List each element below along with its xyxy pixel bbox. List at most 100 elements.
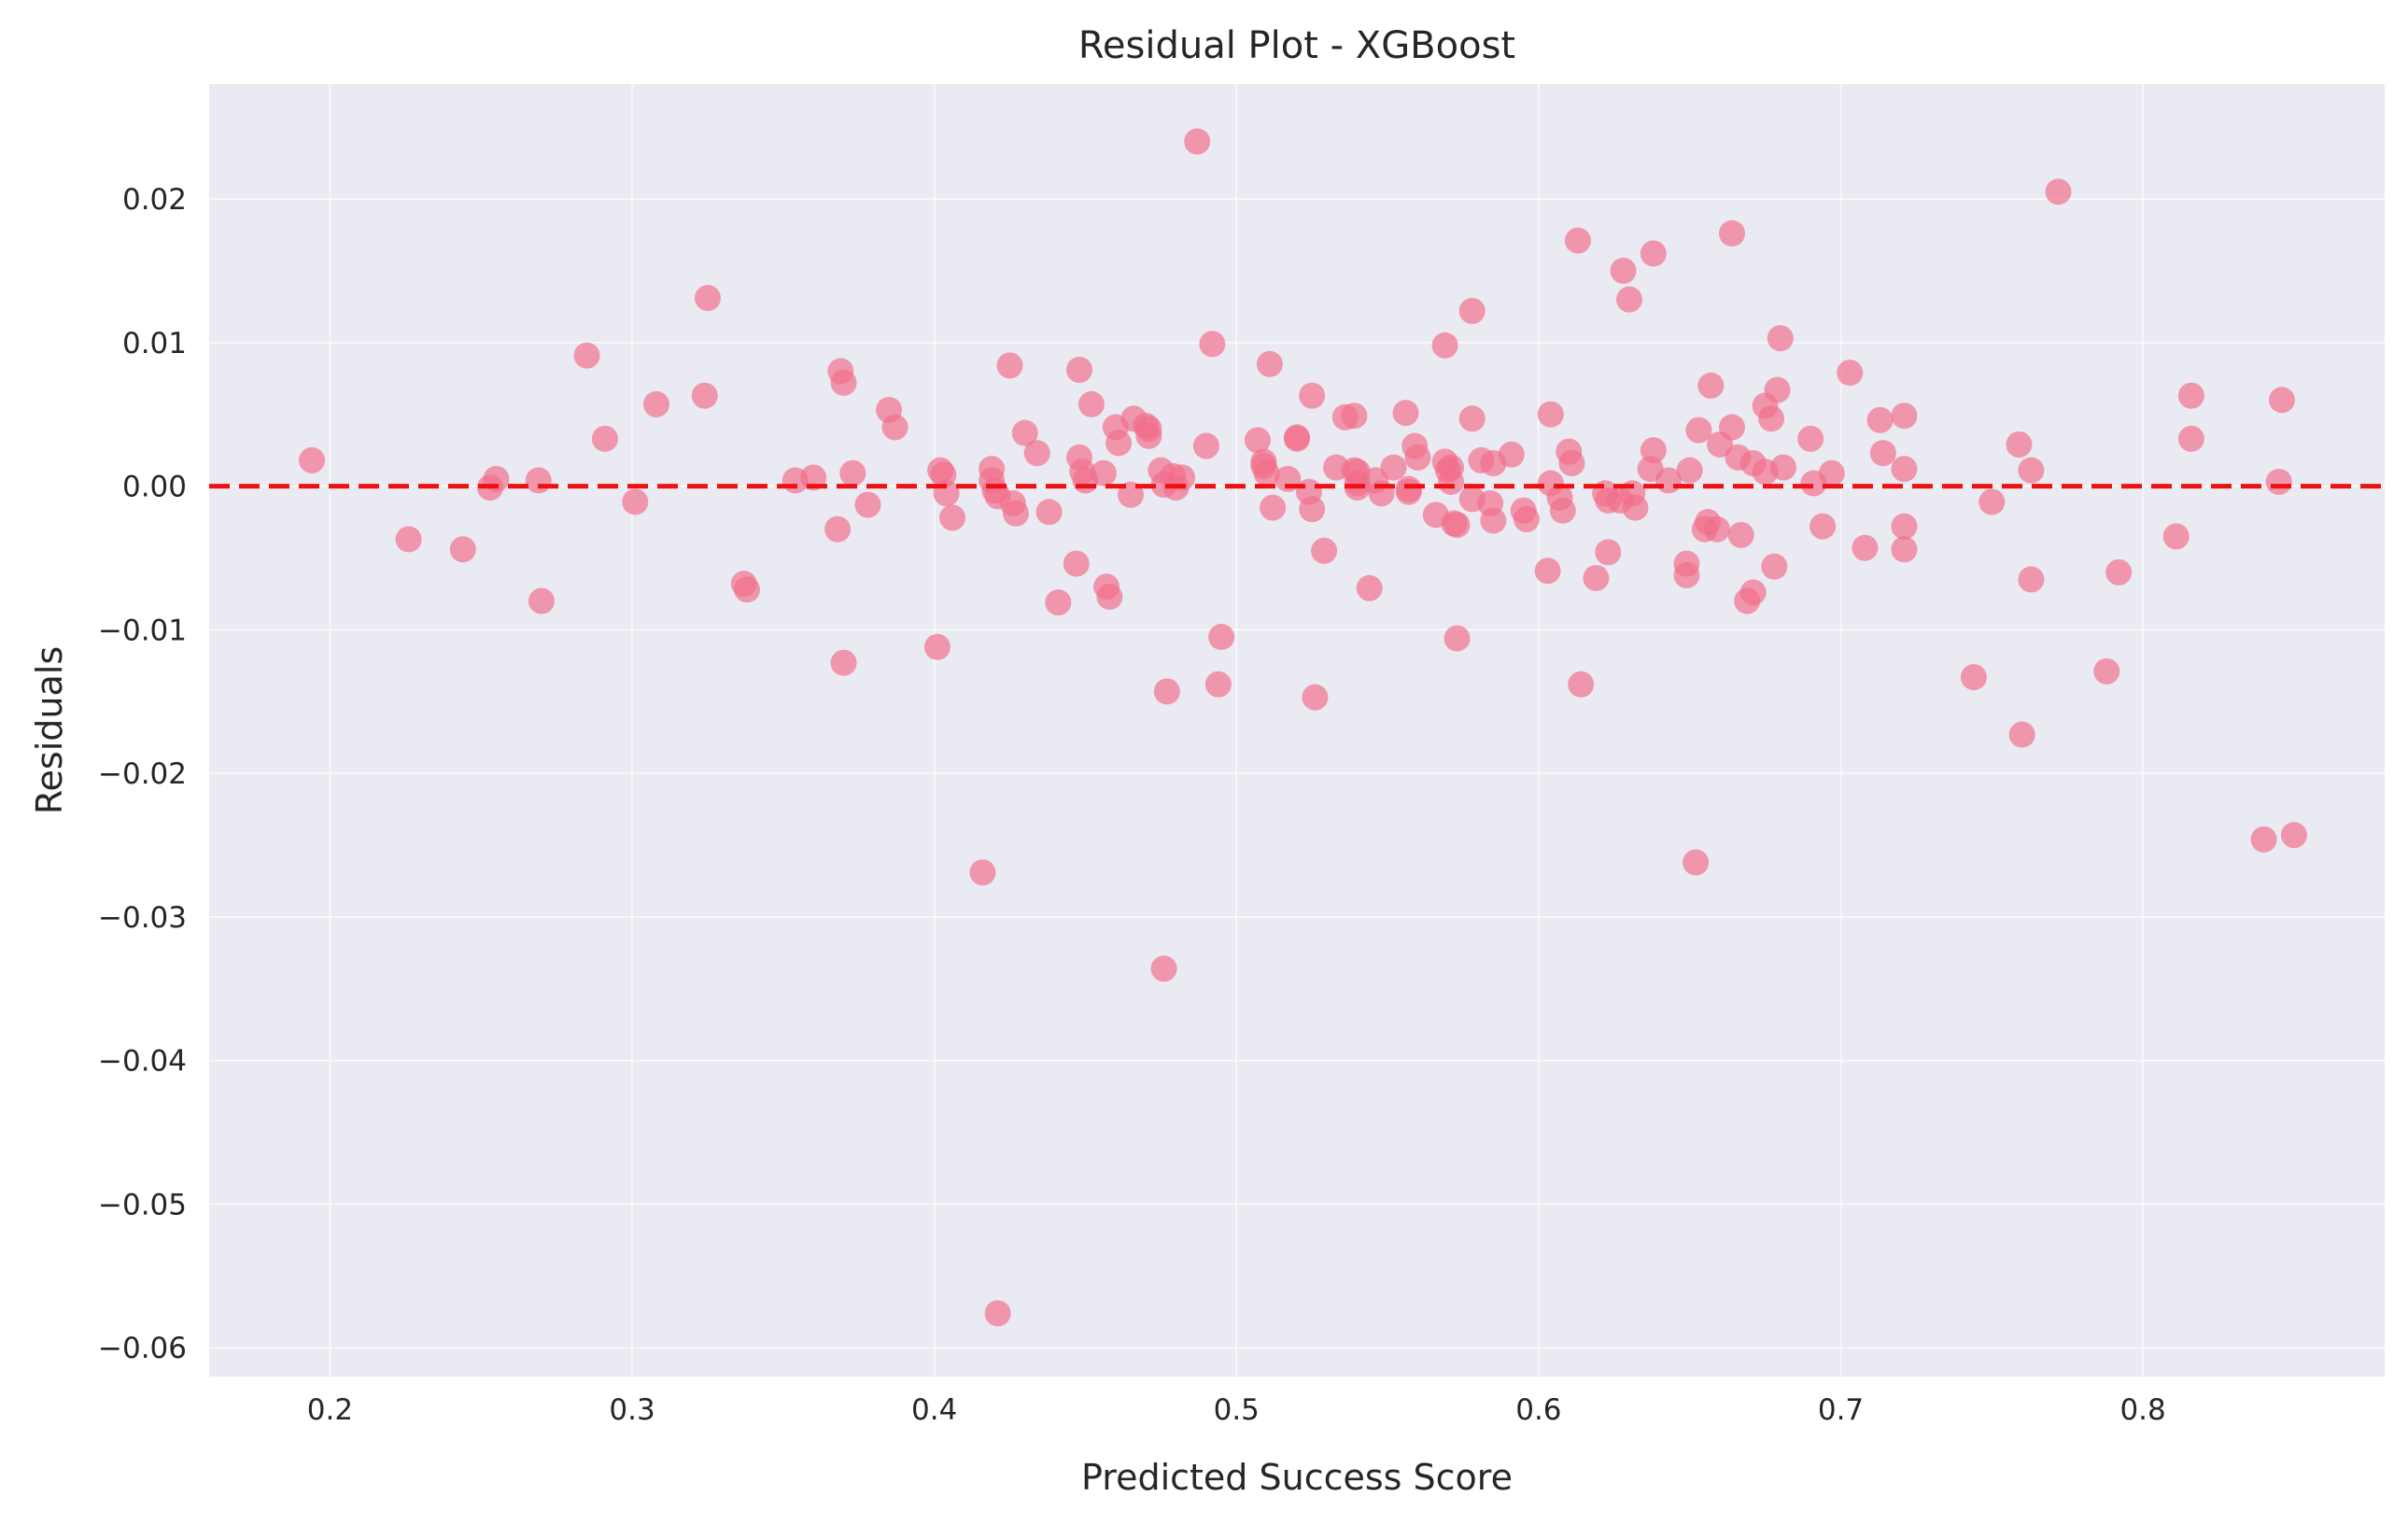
data-point: [1703, 515, 1730, 543]
x-tick-label: 0.3: [609, 1393, 655, 1427]
x-tick-label: 0.6: [1515, 1393, 1561, 1427]
data-point: [854, 491, 881, 518]
data-point: [1891, 402, 1918, 430]
data-point: [1192, 432, 1219, 459]
x-tick-label: 0.8: [2119, 1393, 2165, 1427]
data-point: [1063, 550, 1090, 577]
data-point: [1818, 459, 1845, 487]
y-tick-label: 0.02: [122, 183, 187, 217]
data-point: [2265, 468, 2292, 495]
plot-area: [209, 84, 2385, 1377]
data-point: [1356, 574, 1383, 601]
data-point: [1244, 427, 1271, 454]
data-point: [2105, 558, 2133, 586]
data-point: [839, 459, 866, 487]
data-point: [996, 352, 1023, 379]
data-point: [1719, 219, 1745, 247]
x-tick-label: 0.7: [1818, 1393, 1864, 1427]
data-point: [1035, 499, 1063, 526]
data-point: [1866, 406, 1894, 433]
data-point: [1837, 360, 1864, 387]
data-point: [1640, 437, 1667, 464]
data-point: [1534, 558, 1561, 585]
data-point: [691, 382, 718, 409]
y-axis-ticks: 0.02 0.01 0.00 −0.01 −0.02 −0.03 −0.04 −0.05 −0.…: [98, 183, 187, 1365]
data-point: [1480, 507, 1507, 534]
data-point: [2006, 431, 2033, 458]
data-point: [1979, 488, 2006, 515]
data-point: [1045, 589, 1072, 616]
data-point: [939, 504, 966, 531]
x-tick-label: 0.4: [911, 1393, 957, 1427]
data-point: [1610, 257, 1637, 284]
data-point: [1761, 553, 1788, 580]
data-point: [2008, 721, 2035, 748]
data-point: [642, 390, 669, 417]
data-point: [2280, 822, 2307, 849]
y-tick-label: 0.00: [122, 471, 187, 504]
data-point: [1431, 332, 1458, 359]
data-point: [1852, 534, 1879, 561]
data-point: [1135, 422, 1162, 449]
data-point: [1458, 405, 1486, 432]
data-point: [830, 649, 857, 676]
data-point: [1204, 671, 1232, 698]
data-point: [1184, 128, 1211, 155]
data-point: [1150, 955, 1177, 982]
data-point: [1260, 494, 1287, 521]
data-point: [1891, 536, 1918, 563]
data-point: [449, 536, 476, 563]
y-tick-label: −0.01: [98, 614, 187, 647]
data-point: [1105, 430, 1133, 457]
data-point: [1810, 513, 1837, 540]
data-point: [1003, 500, 1030, 527]
data-point: [525, 467, 552, 494]
data-point: [1392, 400, 1419, 427]
data-point: [1960, 664, 1987, 691]
data-point: [299, 446, 326, 473]
data-point: [1719, 414, 1745, 441]
data-point: [1395, 478, 1422, 505]
y-tick-label: −0.02: [98, 757, 187, 791]
data-point: [1513, 505, 1540, 532]
data-point: [1685, 417, 1712, 444]
data-point: [1640, 240, 1667, 267]
data-point: [1622, 494, 1649, 521]
data-point: [1066, 357, 1092, 384]
data-point: [1770, 454, 1797, 481]
data-point: [1558, 449, 1585, 476]
data-point: [984, 1300, 1011, 1327]
y-tick-label: −0.06: [98, 1332, 187, 1365]
data-point: [734, 576, 761, 603]
data-point: [923, 633, 951, 660]
data-point: [1595, 539, 1622, 566]
data-point: [1568, 671, 1595, 698]
data-point: [2018, 457, 2045, 484]
data-point: [1891, 513, 1918, 540]
y-tick-label: −0.03: [98, 901, 187, 935]
data-point: [2268, 387, 2295, 414]
data-point: [1797, 425, 1824, 452]
data-point: [1498, 441, 1525, 468]
data-point: [881, 414, 908, 441]
data-point: [2250, 826, 2277, 853]
data-point: [1341, 402, 1368, 430]
data-point: [1564, 227, 1591, 254]
data-point: [1673, 561, 1700, 588]
data-point: [2177, 425, 2204, 452]
data-point: [1443, 512, 1471, 539]
data-point: [824, 515, 852, 543]
data-point: [1023, 440, 1050, 467]
data-point: [2045, 178, 2072, 205]
data-point: [1208, 624, 1235, 651]
data-point: [1299, 382, 1326, 409]
data-point: [1727, 521, 1754, 548]
x-tick-label: 0.5: [1214, 1393, 1260, 1427]
data-point: [1764, 376, 1791, 403]
data-point: [830, 369, 857, 396]
data-point: [1311, 537, 1338, 564]
data-points: [299, 128, 2307, 1327]
data-point: [1011, 419, 1038, 446]
data-point: [969, 859, 996, 886]
data-point: [1253, 459, 1280, 487]
